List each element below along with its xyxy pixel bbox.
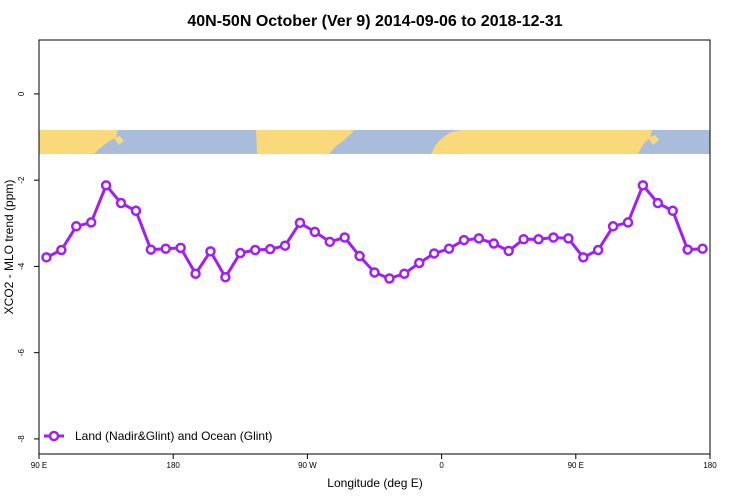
data-point (249, 244, 261, 256)
data-point (160, 243, 171, 254)
x-tick-label: 90 E (31, 461, 47, 470)
data-point (205, 246, 216, 257)
data-point (622, 217, 634, 228)
data-point (667, 205, 678, 217)
y-tick-label: -8 (17, 435, 26, 443)
legend: Land (Nadir&Glint) and Ocean (Glint) (44, 429, 272, 443)
x-tick-label: 0 (439, 461, 444, 470)
plot-area (38, 39, 711, 455)
data-point (443, 243, 455, 254)
data-point (518, 233, 529, 245)
y-tick-label: -4 (17, 262, 26, 270)
data-point (563, 233, 574, 244)
x-axis-label: Longitude (deg E) (327, 476, 422, 490)
data-point (369, 267, 380, 278)
legend-marker-swatch (48, 430, 60, 442)
data-point (488, 238, 500, 249)
data-point (339, 232, 350, 243)
data-point (637, 180, 649, 191)
data-point (652, 197, 664, 209)
data-point (190, 268, 201, 279)
data-point (458, 234, 470, 246)
series-line (45, 183, 703, 280)
x-tick-label: 180 (167, 461, 181, 470)
data-point (697, 243, 708, 254)
data-point (503, 245, 514, 257)
data-point (413, 257, 425, 269)
data-point (294, 217, 306, 229)
data-point (399, 268, 410, 279)
data-point (145, 244, 157, 255)
y-axis-label: XCO2 - MLO trend (ppm) (2, 180, 16, 315)
y-axis: 0 -2 -4 -6 -8 (17, 91, 39, 442)
data-point (235, 247, 246, 259)
y-tick-label: 0 (17, 91, 26, 96)
y-tick-label: -6 (17, 349, 26, 357)
data-point (324, 236, 336, 248)
data-point (384, 273, 395, 284)
data-point (607, 221, 619, 232)
data-point (220, 271, 231, 283)
x-tick-label: 90 E (568, 461, 584, 470)
data-point (548, 232, 559, 243)
data-point (578, 252, 589, 263)
data-point (309, 226, 321, 238)
chart-title: 40N-50N October (Ver 9) 2014-09-06 to 20… (187, 13, 562, 30)
data-point (56, 244, 67, 256)
legend-entry-label: Land (Nadir&Glint) and Ocean (Glint) (75, 429, 272, 443)
data-point (264, 243, 276, 255)
data-point (279, 240, 291, 251)
data-point (100, 180, 112, 191)
data-point (592, 244, 604, 256)
data-point (41, 252, 52, 263)
y-tick-label: -2 (17, 176, 26, 184)
x-axis: 90 E 180 90 W 0 90 E 180 (31, 454, 717, 470)
data-point (115, 197, 127, 209)
data-point (428, 248, 440, 259)
data-point (533, 233, 544, 245)
data-point (130, 205, 142, 217)
x-tick-label: 90 W (298, 461, 317, 470)
x-tick-label: 180 (703, 461, 717, 470)
data-point (85, 217, 97, 228)
world-map-band (39, 130, 710, 154)
data-point (71, 221, 82, 232)
data-point (354, 250, 365, 262)
data-point (473, 233, 485, 244)
series-layer (41, 180, 708, 284)
data-point (175, 242, 186, 254)
data-point (682, 244, 693, 255)
